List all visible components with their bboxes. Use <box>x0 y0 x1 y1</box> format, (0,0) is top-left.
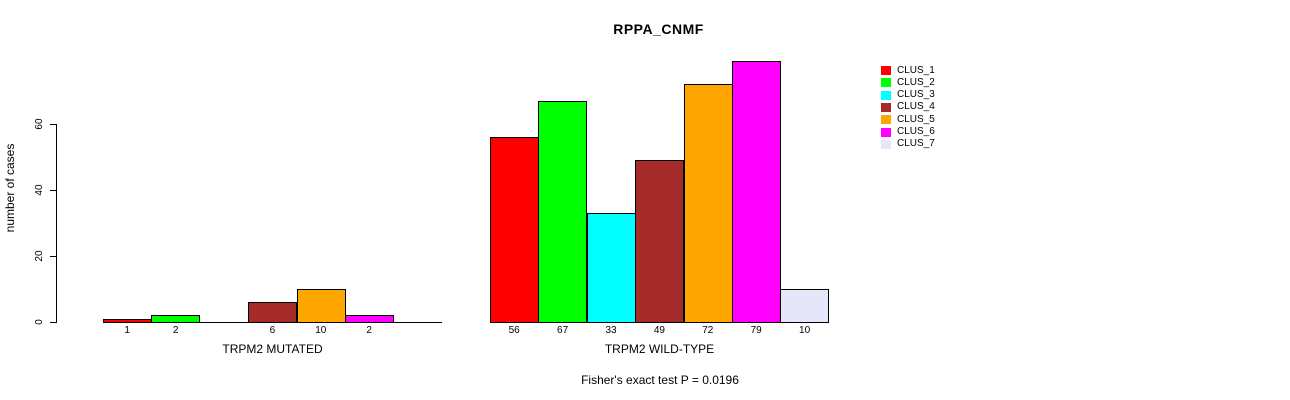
bar-value-label: 10 <box>799 325 811 336</box>
legend-label-clus_1: CLUS_1 <box>897 64 935 76</box>
legend-label-clus_7: CLUS_7 <box>897 138 935 150</box>
bar-clus_7 <box>780 289 829 323</box>
group-label-trpm2-wild-type: TRPM2 WILD-TYPE <box>604 342 715 356</box>
y-axis-line <box>56 124 57 322</box>
chart-title: RPPA_CNMF <box>613 21 704 37</box>
legend-swatch-clus_1 <box>881 66 891 75</box>
y-tick-mark <box>50 322 57 323</box>
bar-clus_4 <box>635 160 684 323</box>
y-tick-label: 0 <box>34 319 45 325</box>
legend-swatch-clus_2 <box>881 78 891 88</box>
legend-label-clus_2: CLUS_2 <box>897 76 935 88</box>
bar-clus_3 <box>587 213 636 323</box>
legend-swatch-clus_5 <box>881 115 891 125</box>
bar-value-label: 2 <box>172 325 179 336</box>
bar-clus_2 <box>151 315 200 323</box>
legend-swatch-clus_7 <box>881 139 891 149</box>
legend-label-clus_4: CLUS_4 <box>897 101 935 113</box>
bar-clus_1 <box>490 137 539 323</box>
bar-value-label: 10 <box>315 325 327 336</box>
bar-value-label: 56 <box>508 325 520 336</box>
y-tick-mark <box>50 256 57 257</box>
y-tick-mark <box>50 190 57 191</box>
bar-value-label: 33 <box>605 325 617 336</box>
y-tick-mark <box>50 124 57 125</box>
bar-clus_2 <box>538 101 587 323</box>
bar-clus_6 <box>345 315 394 323</box>
bar-clus_1 <box>103 319 152 323</box>
bar-value-label: 79 <box>750 325 762 336</box>
legend-swatch-clus_4 <box>881 102 891 112</box>
y-tick-label: 20 <box>34 250 45 262</box>
bar-value-label: 6 <box>269 325 276 336</box>
bar-value-label: 72 <box>702 325 714 336</box>
legend-swatch-clus_3 <box>881 90 891 100</box>
bar-value-label: 49 <box>653 325 665 336</box>
fisher-exact-test-annotation: Fisher's exact test P = 0.0196 <box>581 373 739 387</box>
bar-clus_5 <box>297 289 346 323</box>
legend-label-clus_5: CLUS_5 <box>897 113 935 125</box>
bar-value-label: 67 <box>557 325 569 336</box>
y-tick-label: 60 <box>34 118 45 130</box>
bar-clus_5 <box>684 84 733 323</box>
legend-label-clus_6: CLUS_6 <box>897 126 935 137</box>
bar-value-label: 2 <box>366 325 372 336</box>
legend-label-clus_3: CLUS_3 <box>897 89 935 101</box>
y-axis-label: number of cases <box>3 143 17 233</box>
y-tick-label: 40 <box>34 184 45 196</box>
bar-value-label: 1 <box>124 325 130 336</box>
group-label-trpm2-mutated: TRPM2 MUTATED <box>222 342 323 356</box>
bar-clus_4 <box>248 302 297 323</box>
bar-clus_6 <box>732 61 781 323</box>
legend-swatch-clus_6 <box>881 127 891 137</box>
